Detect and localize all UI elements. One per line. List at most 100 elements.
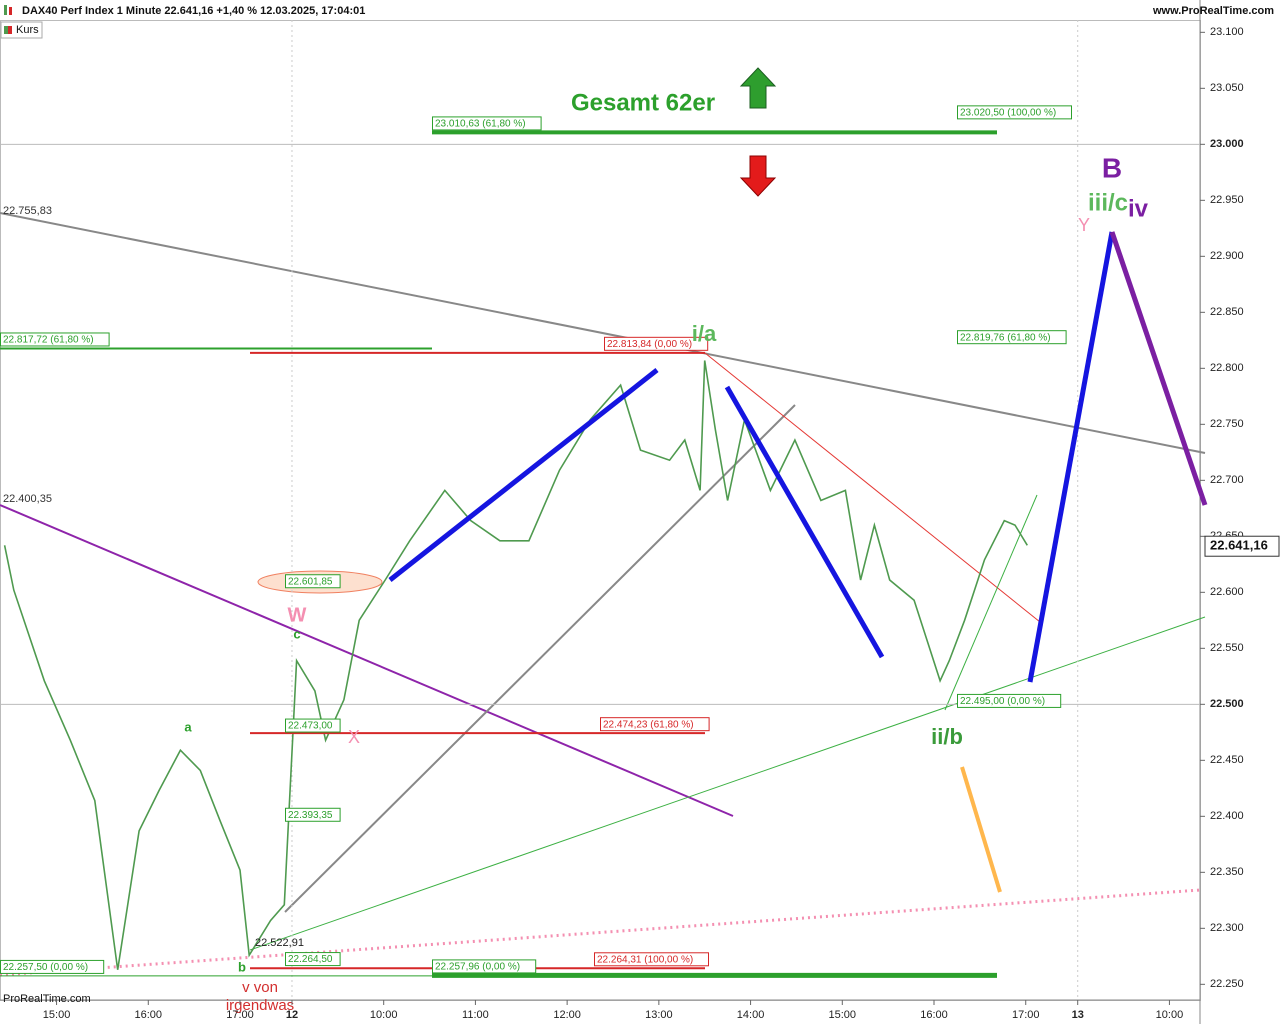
y-tick-label: 22.950: [1210, 194, 1244, 206]
icon: [9, 7, 12, 15]
y-tick-label: 22.450: [1210, 754, 1244, 766]
level-label: 22.264,50: [288, 954, 333, 965]
y-tick-label: 22.700: [1210, 474, 1244, 486]
level-label-box: [600, 717, 710, 732]
annotation: v von: [242, 979, 278, 996]
arrow-up: [739, 67, 777, 109]
y-tick-label: 22.800: [1210, 362, 1244, 374]
level-label-box: [285, 807, 341, 822]
price-line: [3, 360, 1028, 970]
annotation: 22.400,35: [3, 493, 52, 505]
x-tick-label: 12: [286, 1009, 298, 1021]
y-tick-label: 22.500: [1210, 698, 1244, 710]
x-tick-label: 12:00: [553, 1009, 581, 1021]
x-tick-label: 11:00: [462, 1009, 489, 1021]
annotation: ii/b: [931, 724, 963, 749]
annotation: 22.755,83: [3, 205, 52, 217]
x-tick-label: 16:00: [135, 1009, 163, 1021]
level-label: 22.257,96 (0,00 %): [435, 962, 520, 973]
wave-line: [960, 766, 1002, 893]
level-label-box: [285, 718, 341, 733]
y-tick-label: 22.400: [1210, 810, 1244, 822]
icon: [4, 5, 7, 15]
trend-line: [944, 494, 1038, 711]
level-label: 22.393,35: [288, 810, 333, 821]
level-label: 22.813,84 (0,00 %): [607, 339, 692, 350]
level-label-box: [285, 574, 341, 589]
arrow-down: [739, 155, 777, 197]
annotation: X: [348, 727, 360, 747]
y-tick-label: 22.300: [1210, 922, 1244, 934]
last-price-box: [1204, 535, 1280, 557]
level-label-box: [604, 336, 709, 351]
legend-label: Kurs: [16, 24, 39, 36]
x-tick-label: 10:00: [1156, 1009, 1184, 1021]
x-tick-label: 14:00: [737, 1009, 765, 1021]
y-tick-label: 23.050: [1210, 82, 1244, 94]
source[interactable]: www.ProRealTime.com: [1152, 5, 1274, 17]
level-label: 22.474,23 (61,80 %): [603, 719, 694, 730]
level-label-box: [957, 105, 1072, 120]
level-label-box: [285, 952, 341, 967]
y-tick-label: 22.900: [1210, 250, 1244, 262]
legend-icon: [8, 26, 12, 34]
annotation: Gesamt 62er: [571, 89, 715, 116]
trend-line: [0, 504, 734, 817]
x-tick-label: 15:00: [829, 1009, 857, 1021]
level-label-box: [957, 330, 1067, 345]
drawings: 23.010,63 (61,80 %) 23.020,50 (100,00 %) 2…: [0, 67, 1208, 1014]
x-tick-label: 17:00: [226, 1009, 254, 1021]
wave-line: [388, 368, 659, 582]
x-tick-label: 13: [1072, 1009, 1084, 1021]
y-tick-label: 22.600: [1210, 586, 1244, 598]
annotation: irgendwas: [226, 997, 294, 1014]
annotation: W: [288, 604, 307, 626]
watermark: ProRealTime.com: [3, 993, 91, 1005]
y-tick-label: 22.250: [1210, 978, 1244, 990]
annotation: i/a: [692, 321, 717, 346]
trend-line: [249, 616, 1206, 951]
annotation: b: [238, 959, 246, 974]
trend-line: [284, 404, 796, 913]
level-label: 23.020,50 (100,00 %): [960, 108, 1056, 119]
level-label: 22.601,85: [288, 576, 333, 587]
level-label-box: [0, 332, 110, 347]
level-label-box: [432, 116, 542, 131]
annotation: B: [1102, 152, 1122, 183]
y-tick-label: 23.100: [1210, 26, 1244, 38]
last-price-label: 22.641,16: [1210, 538, 1268, 553]
y-tick-label: 23.000: [1210, 138, 1244, 150]
trend-line: [0, 212, 1206, 454]
y-tick-label: 22.550: [1210, 642, 1244, 654]
level-label: 23.010,63 (61,80 %): [435, 119, 526, 130]
trend-line: [704, 352, 1041, 623]
x-tick-label: 13:00: [645, 1009, 673, 1021]
annotation: iv: [1128, 195, 1149, 222]
level-label-box: [957, 693, 1062, 708]
annotation: 22.522,91: [255, 937, 304, 949]
x-tick-label: 16:00: [920, 1009, 948, 1021]
annotation: a: [184, 719, 192, 734]
y-tick-label: 22.350: [1210, 866, 1244, 878]
y-tick-label: 22.850: [1210, 306, 1244, 318]
level-label-box: [594, 952, 709, 967]
level-label: 22.495,00 (0,00 %): [960, 696, 1045, 707]
x-tick-label: 15:00: [43, 1009, 71, 1021]
wave-line: [1109, 231, 1208, 506]
level-label-box: [432, 959, 537, 974]
level-label: 22.473,00: [288, 721, 333, 732]
level-label: 22.264,31 (100,00 %): [597, 954, 693, 965]
legend-icon: [4, 26, 8, 34]
x-tick-label: 10:00: [370, 1009, 398, 1021]
annotation: iii/c: [1088, 189, 1128, 216]
level-label: 22.817,72 (61,80 %): [3, 335, 94, 346]
x-tick-label: 17:00: [1012, 1009, 1040, 1021]
wave-line: [724, 385, 885, 659]
y-tick-label: 22.750: [1210, 418, 1244, 430]
annotation: c: [293, 626, 300, 641]
trend-line: [0, 888, 1201, 977]
annotation: Y: [1078, 215, 1090, 235]
chart-title: DAX40 Perf Index 1 Minute 22.641,16 +1,4…: [22, 5, 365, 17]
